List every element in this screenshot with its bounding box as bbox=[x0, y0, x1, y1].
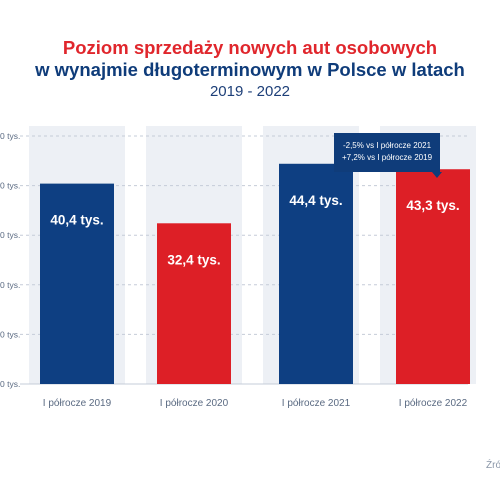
annotation-line-1: -2,5% vs I półrocze 2021 bbox=[343, 141, 432, 150]
x-tick-label-2: I półrocze 2020 bbox=[160, 398, 229, 409]
annotation-box bbox=[334, 133, 442, 178]
source-note: Źród bbox=[486, 460, 500, 471]
bar-2 bbox=[157, 223, 231, 384]
x-tick-label-3: I półrocze 2021 bbox=[282, 398, 351, 409]
bar-1 bbox=[40, 183, 114, 384]
data-label-4: 43,3 tys. bbox=[406, 198, 459, 213]
chart-title-line2: w wynajmie długoterminowym w Polsce w la… bbox=[35, 59, 465, 80]
y-tick-label-10: 0 tys. bbox=[0, 329, 20, 339]
x-tick-label-1: I półrocze 2019 bbox=[43, 398, 112, 409]
y-tick-label-30: 0 tys. bbox=[0, 230, 20, 240]
data-label-2: 32,4 tys. bbox=[167, 252, 220, 267]
annotation-line-2: +7,2% vs I półrocze 2019 bbox=[342, 153, 433, 162]
bar-3 bbox=[279, 163, 353, 384]
y-tick-label-50: 0 tys. bbox=[0, 131, 20, 141]
chart-title-line1: Poziom sprzedaży nowych aut osobowych bbox=[62, 37, 438, 58]
bar-4 bbox=[396, 169, 470, 384]
y-tick-label-40: 0 tys. bbox=[0, 181, 20, 191]
y-tick-label-20: 0 tys. bbox=[0, 280, 20, 290]
data-label-3: 44,4 tys. bbox=[289, 193, 342, 208]
y-tick-label-0: 0 tys. bbox=[0, 379, 20, 389]
x-tick-label-4: I półrocze 2022 bbox=[399, 398, 468, 409]
chart-subtitle: 2019 - 2022 bbox=[209, 83, 291, 100]
data-label-1: 40,4 tys. bbox=[50, 213, 103, 228]
